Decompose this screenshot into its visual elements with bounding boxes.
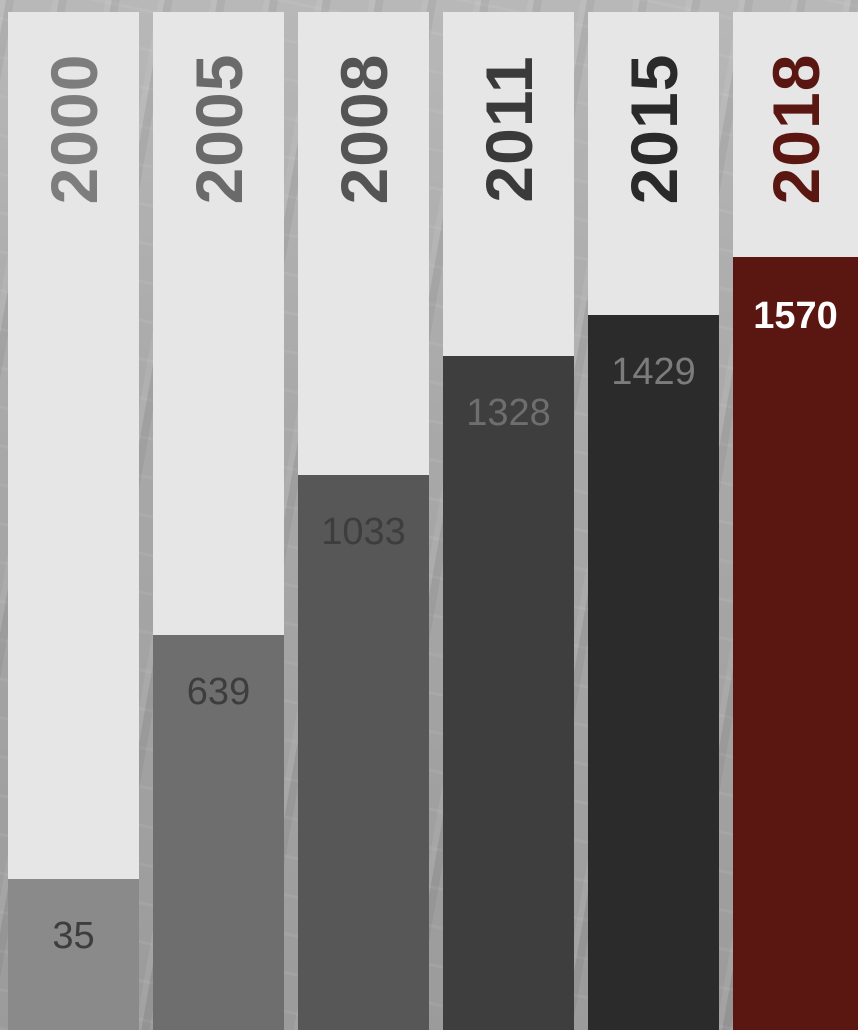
value-label-2011: 1328 (466, 391, 551, 434)
bar-2005: 639 (153, 634, 284, 1030)
bar-column-2018: 2018 1570 (733, 12, 858, 1030)
bar-column-2008: 2008 1033 (298, 12, 429, 1030)
year-label-2005: 2005 (181, 53, 256, 205)
bar-column-2000: 2000 35 (8, 12, 139, 1030)
bar-2000: 35 (8, 879, 139, 1030)
year-label-2000: 2000 (36, 53, 111, 205)
bar-column-2015: 2015 1429 (588, 12, 719, 1030)
value-label-2018: 1570 (753, 295, 838, 338)
bar-2018: 1570 (733, 257, 858, 1030)
bar-2011: 1328 (443, 355, 574, 1030)
bar-column-2011: 2011 1328 (443, 12, 574, 1030)
bar-2008: 1033 (298, 475, 429, 1030)
year-label-2018: 2018 (758, 53, 833, 205)
year-label-2008: 2008 (326, 53, 401, 205)
year-label-2015: 2015 (616, 53, 691, 205)
value-label-2015: 1429 (611, 350, 696, 393)
year-label-2011: 2011 (471, 55, 546, 203)
value-label-2005: 639 (186, 670, 251, 713)
value-label-2008: 1033 (321, 511, 406, 554)
bar-column-2005: 2005 639 (153, 12, 284, 1030)
value-label-2000: 35 (52, 915, 95, 958)
bar-2015: 1429 (588, 314, 719, 1030)
